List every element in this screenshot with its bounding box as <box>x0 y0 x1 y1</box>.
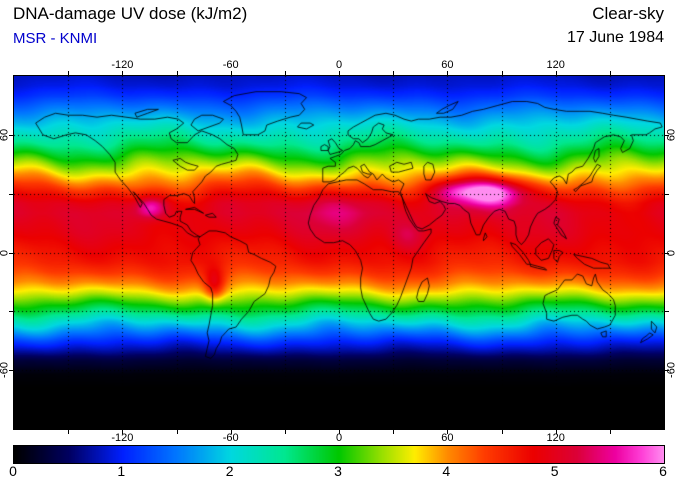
lat-tick-label: 60 <box>0 128 11 141</box>
lat-tick <box>665 311 669 312</box>
lon-tick-label: 0 <box>335 432 343 444</box>
lon-tick <box>502 430 503 434</box>
lat-tick-label: 60 <box>665 128 678 141</box>
lon-tick <box>447 430 448 434</box>
lat-tick-label: -60 <box>665 362 678 379</box>
colorbar-tick-label: 4 <box>442 463 451 479</box>
lon-tick-label: -120 <box>111 59 134 71</box>
lat-tick <box>9 311 13 312</box>
lon-tick-label: -60 <box>222 59 239 71</box>
colorbar-tick-label: 6 <box>659 463 667 479</box>
lat-tick <box>9 135 13 136</box>
world-map-plot: -120 -120 -60 -60 0 0 60 60 120 120 60 60 0 0 -60 -60 <box>0 59 678 444</box>
colorbar-tick-label: 0 <box>9 463 17 479</box>
colorbar-tick-label: 3 <box>334 463 342 479</box>
lon-tick <box>68 71 69 75</box>
lon-tick <box>610 430 611 434</box>
lon-tick <box>339 430 340 434</box>
lon-tick <box>610 71 611 75</box>
figure-date: 17 June 1984 <box>567 29 664 46</box>
lat-tick <box>665 194 669 195</box>
lat-tick <box>9 194 13 195</box>
lon-tick <box>556 430 557 434</box>
colorbar-gradient-canvas <box>14 446 664 463</box>
sky-condition-label: Clear-sky <box>592 4 664 23</box>
figure-title: DNA-damage UV dose (kJ/m2) <box>13 4 248 23</box>
lat-tick <box>9 370 13 371</box>
lon-tick <box>447 71 448 75</box>
lon-tick <box>177 430 178 434</box>
lon-tick-label: -60 <box>222 432 239 444</box>
lon-tick <box>177 71 178 75</box>
lon-tick <box>68 430 69 434</box>
lon-tick-label: 0 <box>335 59 343 71</box>
lon-tick <box>285 71 286 75</box>
uv-heatmap-canvas <box>14 76 664 429</box>
colorbar-tick-label: 2 <box>225 463 234 479</box>
lat-tick <box>9 253 13 254</box>
lon-tick <box>285 430 286 434</box>
colorbar-tick-label: 5 <box>550 463 559 479</box>
lat-tick-label: 0 <box>0 249 12 255</box>
colorbar-labels: 0 1 2 3 4 5 6 <box>9 463 667 479</box>
colorbar <box>13 445 665 464</box>
lon-tick <box>231 430 232 434</box>
lat-tick-label: -60 <box>0 362 11 379</box>
lat-tick-label: 0 <box>665 249 678 256</box>
lon-tick-label: 60 <box>441 59 454 71</box>
lon-tick-label: 60 <box>441 432 454 444</box>
lat-tick <box>665 370 669 371</box>
lon-tick-label: 120 <box>546 432 565 444</box>
lat-tick <box>665 135 669 136</box>
lat-tick <box>665 253 669 254</box>
lon-tick <box>339 71 340 75</box>
lon-tick <box>231 71 232 75</box>
lon-tick-label: -120 <box>111 432 134 444</box>
colorbar-tick-label: 1 <box>117 463 126 479</box>
lon-tick <box>393 71 394 75</box>
lon-tick <box>502 71 503 75</box>
lon-tick <box>122 430 123 434</box>
lon-tick-label: 120 <box>546 59 565 71</box>
lon-tick <box>393 430 394 434</box>
figure-source-label: MSR - KNMI <box>13 30 98 47</box>
lon-tick <box>122 71 123 75</box>
lon-tick <box>556 71 557 75</box>
